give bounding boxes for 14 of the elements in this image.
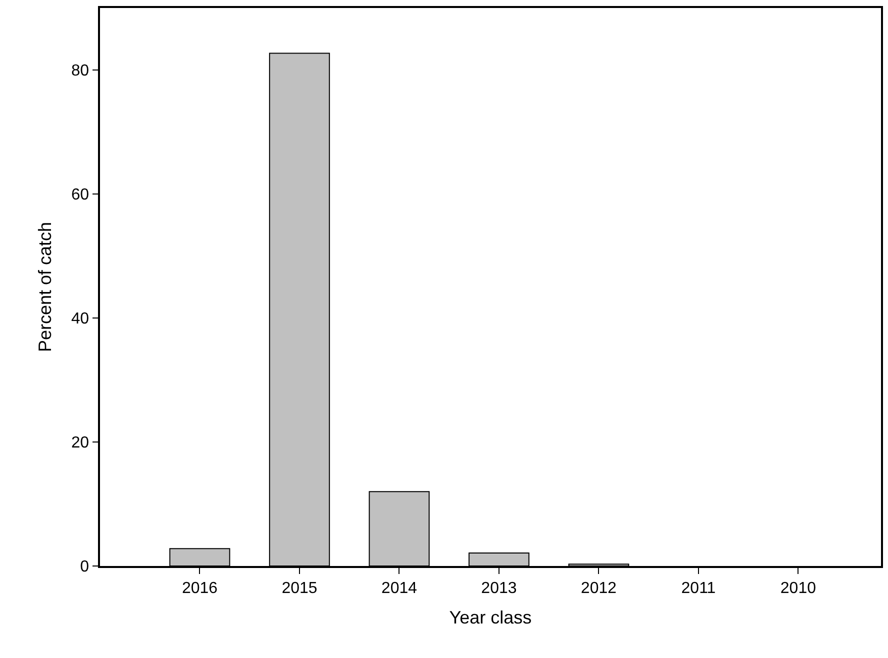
y-tick-label: 0 (80, 558, 90, 576)
y-tick-label: 40 (71, 310, 90, 328)
y-tick-label: 80 (71, 62, 90, 80)
x-tick-label: 2013 (481, 580, 517, 597)
x-tick-label: 2015 (282, 580, 318, 597)
x-axis-title: Year class (449, 608, 532, 628)
x-tick-label: 2010 (780, 580, 816, 597)
y-tick-label: 20 (71, 434, 90, 452)
x-tick-label: 2016 (182, 580, 218, 597)
y-tick-label: 60 (71, 186, 90, 204)
x-tick-label: 2012 (580, 580, 617, 597)
x-tick-label: 2011 (681, 580, 716, 597)
y-axis-title: Percent of catch (34, 222, 55, 352)
x-tick-label: 2014 (381, 580, 418, 597)
